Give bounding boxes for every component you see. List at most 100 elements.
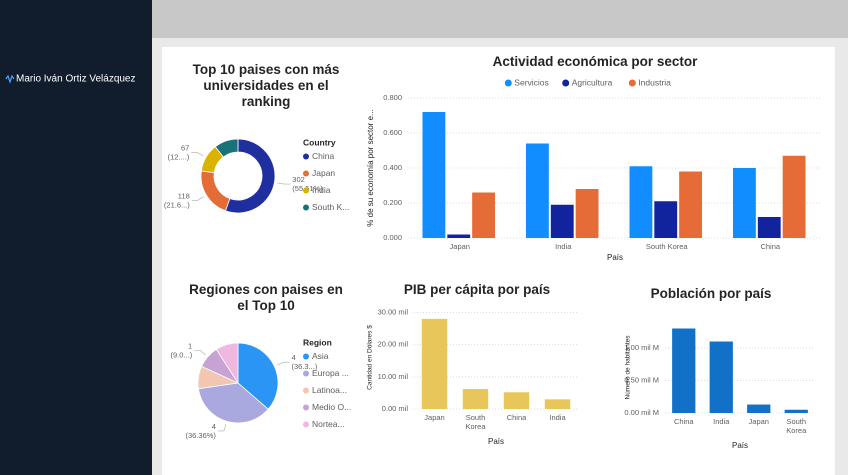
legend-label: Medio O... xyxy=(312,402,351,412)
x-axis-title: País xyxy=(732,441,748,450)
bar xyxy=(462,389,489,409)
leader-line xyxy=(191,152,204,157)
x-tick-label: Japan xyxy=(424,413,444,422)
y-tick-label: 0.50 mil M xyxy=(624,375,659,384)
legend-marker xyxy=(303,204,309,211)
data-label: 67 (12....) xyxy=(168,143,190,161)
bar xyxy=(525,143,549,238)
bar xyxy=(575,189,599,238)
bar xyxy=(550,204,574,238)
data-label: 4 (36.3...) xyxy=(291,353,317,371)
legend-marker xyxy=(303,353,309,360)
leader-line xyxy=(194,349,206,356)
x-tick-label: South Korea xyxy=(465,413,486,431)
legend-marker xyxy=(303,187,309,194)
legend-marker xyxy=(303,170,309,177)
x-tick-label: Japan xyxy=(450,242,470,251)
bar xyxy=(472,192,496,238)
legend-label: Nortea... xyxy=(312,419,345,429)
chart-title: Población por país xyxy=(651,286,772,301)
leader-line xyxy=(277,182,291,185)
y-tick-label: 0.600 xyxy=(383,128,402,137)
bar xyxy=(544,399,571,409)
x-tick-label: Japan xyxy=(749,417,769,426)
legend-title: Region xyxy=(303,337,332,347)
bar xyxy=(503,392,530,409)
chart-title: PIB per cápita por país xyxy=(404,282,550,297)
legend-marker xyxy=(303,387,309,394)
slice xyxy=(237,342,279,410)
user-icon xyxy=(5,74,15,84)
leader-line xyxy=(217,424,227,432)
y-tick-label: 1.00 mil M xyxy=(624,343,659,352)
leader-line xyxy=(191,196,204,201)
x-tick-label: India xyxy=(713,417,730,426)
slice xyxy=(224,138,276,214)
legend-label: Japan xyxy=(312,168,335,178)
x-tick-label: India xyxy=(549,413,566,422)
y-axis-title: Número de habitantes xyxy=(625,335,632,400)
bar xyxy=(784,409,808,413)
legend-label: Servicios xyxy=(514,77,548,87)
chart-title: Regiones con paises en el Top 10 xyxy=(189,282,343,313)
y-tick-label: 0.000 xyxy=(383,233,402,242)
bar xyxy=(447,234,471,238)
chart-title: Actividad económica por sector xyxy=(493,54,699,69)
legend-label: Industria xyxy=(638,77,671,87)
leader-line xyxy=(276,361,290,366)
y-tick-label: 0.00 mil xyxy=(382,404,409,413)
x-axis-title: País xyxy=(488,437,504,446)
sidebar xyxy=(0,0,152,475)
legend-marker xyxy=(303,421,309,428)
legend-marker xyxy=(303,370,309,377)
bar xyxy=(654,201,678,238)
y-tick-label: 0.00 mil M xyxy=(624,408,659,417)
top-bar xyxy=(152,0,848,38)
data-label: 1 (9.0...) xyxy=(171,341,193,359)
bar xyxy=(782,155,806,238)
user-name[interactable]: Mario Iván Ortiz Velázquez xyxy=(16,74,136,85)
y-tick-label: 10.00 mil xyxy=(378,372,409,381)
y-tick-label: 0.400 xyxy=(383,163,402,172)
chart-title: Top 10 paises con más universidades en el… xyxy=(193,62,340,109)
bar xyxy=(679,171,703,238)
data-label: 4 (36.36%) xyxy=(185,422,216,440)
y-axis-title: Cantidad en Dólares $ xyxy=(367,325,374,390)
bar xyxy=(672,328,696,413)
legend-title: Country xyxy=(303,137,336,147)
y-tick-label: 30.00 mil xyxy=(378,307,409,316)
bar xyxy=(757,217,781,238)
y-tick-label: 0.800 xyxy=(383,93,402,102)
legend-label: Asia xyxy=(312,351,329,361)
slice xyxy=(214,138,239,158)
x-tick-label: South Korea xyxy=(646,242,689,251)
x-tick-label: India xyxy=(555,242,572,251)
legend-marker xyxy=(628,79,636,87)
legend-label: Europa ... xyxy=(312,368,349,378)
y-axis-title: % de su economía por sector e... xyxy=(366,109,375,226)
bar xyxy=(422,112,446,238)
legend-marker xyxy=(303,404,309,411)
legend-label: India xyxy=(312,185,331,195)
x-tick-label: China xyxy=(507,413,527,422)
x-tick-label: South Korea xyxy=(786,417,807,435)
legend-label: Agricultura xyxy=(572,77,613,87)
slice xyxy=(197,382,269,424)
legend-label: China xyxy=(312,151,334,161)
x-tick-label: China xyxy=(760,242,780,251)
x-tick-label: China xyxy=(674,417,694,426)
legend-marker xyxy=(303,153,309,160)
data-label: 118 (21.6...) xyxy=(164,191,190,209)
y-tick-label: 20.00 mil xyxy=(378,340,409,349)
bar xyxy=(732,168,756,238)
y-tick-label: 0.200 xyxy=(383,198,402,207)
bar xyxy=(421,318,448,409)
legend-label: Latinoa... xyxy=(312,385,347,395)
bar xyxy=(709,341,733,413)
bar xyxy=(629,166,653,238)
legend-marker xyxy=(504,79,512,87)
x-axis-title: País xyxy=(607,253,623,262)
legend-label: South K... xyxy=(312,202,349,212)
